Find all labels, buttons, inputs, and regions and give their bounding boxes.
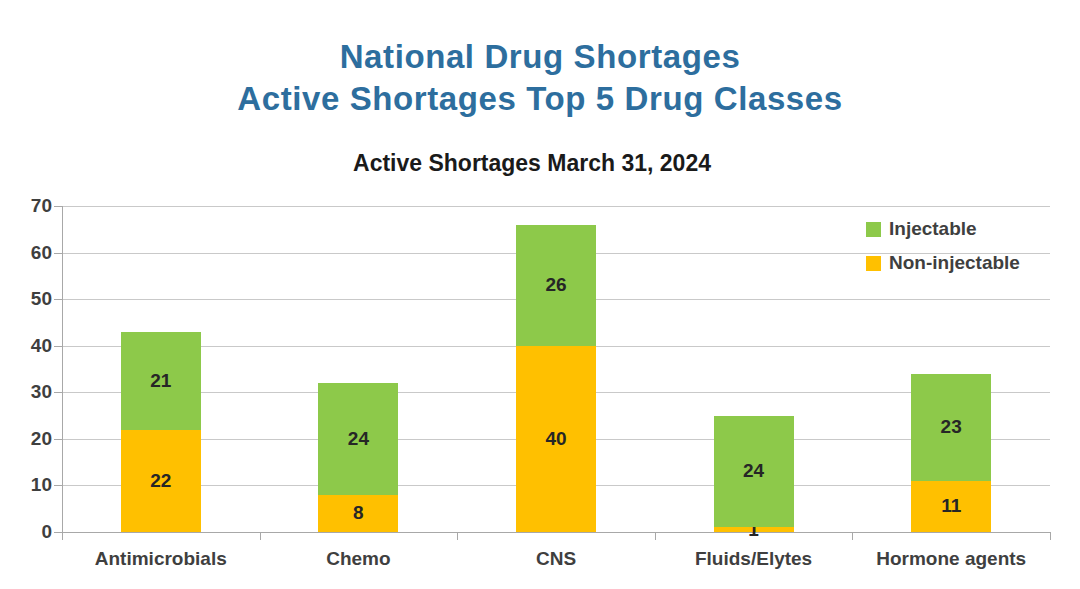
y-axis-tick-10 (54, 485, 62, 486)
stacked-bar-chart: 0 10 20 30 40 50 60 70 22 21 Antimicrobials 8 24 Chem… (0, 0, 1080, 589)
x-axis-tick-0 (62, 533, 63, 540)
legend-item-Non-injectable: Non-injectable (866, 252, 1020, 274)
legend-item-Injectable: Injectable (866, 218, 1020, 240)
y-axis-label-40: 40 (2, 335, 52, 357)
x-axis-tick-2 (457, 533, 458, 540)
y-axis-tick-40 (54, 346, 62, 347)
x-axis-label-Chemo: Chemo (263, 548, 453, 570)
y-axis-label-20: 20 (2, 428, 52, 450)
x-axis-label-Antimicrobials: Antimicrobials (66, 548, 256, 570)
bar-value-Hormone agents-Injectable: 23 (911, 415, 991, 439)
x-axis-label-Hormone agents: Hormone agents (856, 548, 1046, 570)
y-axis-line (62, 206, 63, 532)
legend-label-Non-injectable: Non-injectable (889, 252, 1020, 274)
legend: Injectable Non-injectable (866, 218, 1020, 274)
y-axis-tick-30 (54, 392, 62, 393)
bar-value-Chemo-Injectable: 24 (318, 427, 398, 451)
y-axis-label-70: 70 (2, 195, 52, 217)
gridline-y-70 (62, 206, 1050, 207)
bar-value-Antimicrobials-Injectable: 21 (121, 369, 201, 393)
y-axis-tick-20 (54, 439, 62, 440)
page: National Drug Shortages Active Shortages… (0, 0, 1080, 589)
x-axis-tick-4 (852, 533, 853, 540)
bar-value-Hormone agents-Non-injectable: 11 (911, 494, 991, 518)
legend-swatch-Injectable (866, 222, 881, 237)
x-axis-label-Fluids/Elytes: Fluids/Elytes (659, 548, 849, 570)
x-axis-tick-5 (1050, 533, 1051, 540)
y-axis-label-0: 0 (2, 521, 52, 543)
y-axis-tick-50 (54, 299, 62, 300)
x-axis-line (62, 532, 1051, 533)
legend-label-Injectable: Injectable (889, 218, 977, 240)
y-axis-label-50: 50 (2, 288, 52, 310)
bar-value-CNS-Injectable: 26 (516, 273, 596, 297)
bar-value-Fluids/Elytes-Injectable: 24 (714, 459, 794, 483)
y-axis-label-30: 30 (2, 381, 52, 403)
x-axis-tick-3 (655, 533, 656, 540)
legend-swatch-Non-injectable (866, 256, 881, 271)
x-axis-tick-1 (260, 533, 261, 540)
bar-value-Chemo-Non-injectable: 8 (318, 501, 398, 525)
bar-value-CNS-Non-injectable: 40 (516, 427, 596, 451)
y-axis-tick-70 (54, 206, 62, 207)
y-axis-label-10: 10 (2, 474, 52, 496)
y-axis-label-60: 60 (2, 242, 52, 264)
x-axis-label-CNS: CNS (461, 548, 651, 570)
y-axis-tick-60 (54, 253, 62, 254)
y-axis-tick-0 (54, 532, 62, 533)
bar-value-Antimicrobials-Non-injectable: 22 (121, 469, 201, 493)
